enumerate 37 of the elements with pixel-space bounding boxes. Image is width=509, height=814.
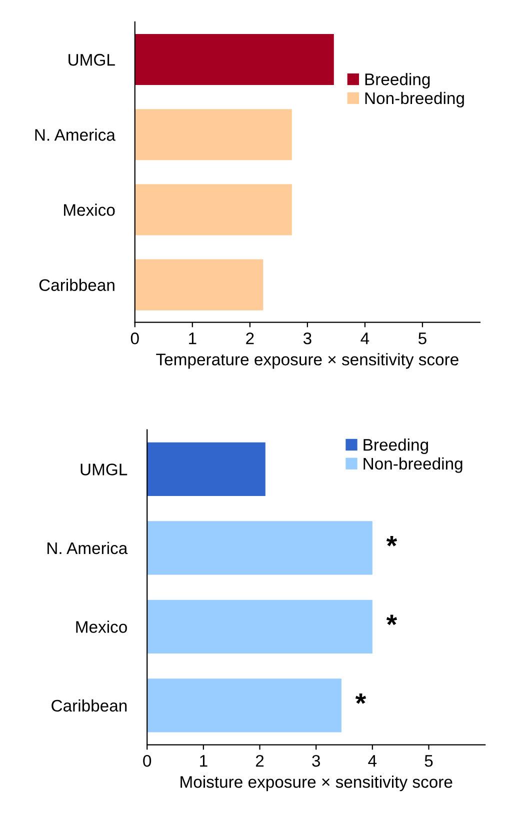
x-axis-title: Temperature exposure × sensitivity score <box>156 353 458 369</box>
x-tick-label: 4 <box>360 332 370 344</box>
x-tick-label: 2 <box>246 332 254 344</box>
legend-label: Non-breeding <box>364 457 462 473</box>
x-axis-title: Moisture exposure × sensitivity score <box>180 776 452 792</box>
y-tick-label: N. America <box>48 542 128 554</box>
x-tick-label: 1 <box>200 755 208 767</box>
bar <box>134 259 264 310</box>
y-tick-label: N. America <box>35 128 116 141</box>
x-tick-label: 2 <box>256 754 264 767</box>
x-tick-label: 3 <box>312 754 320 767</box>
y-tick-label: UMGL <box>80 464 128 476</box>
data-label: * <box>355 694 366 704</box>
legend-label: Breeding <box>365 73 430 89</box>
legend-label: Non-breeding <box>365 92 464 108</box>
y-tick-label: Mexico <box>76 620 127 633</box>
bar <box>147 678 342 732</box>
x-tick-label: 1 <box>189 332 196 344</box>
x-tick-label: 5 <box>418 332 426 344</box>
y-tick-label: Mexico <box>64 204 115 216</box>
bar <box>134 184 292 236</box>
x-tick-label: 3 <box>303 332 312 344</box>
bar <box>147 600 372 654</box>
x-tick-label: 0 <box>130 332 139 344</box>
y-tick-label: Caribbean <box>52 699 127 712</box>
bar <box>134 109 292 160</box>
bar <box>147 442 266 496</box>
x-tick-label: 4 <box>368 755 377 767</box>
bar <box>134 34 334 86</box>
data-label: * <box>386 536 398 546</box>
y-tick-label: Caribbean <box>39 278 114 291</box>
data-label: * <box>386 614 398 626</box>
x-tick-label: 0 <box>143 754 152 767</box>
y-tick-label: UMGL <box>68 54 115 66</box>
legend-label: Breeding <box>364 438 428 454</box>
x-tick-label: 5 <box>424 755 433 767</box>
bar <box>147 521 372 575</box>
